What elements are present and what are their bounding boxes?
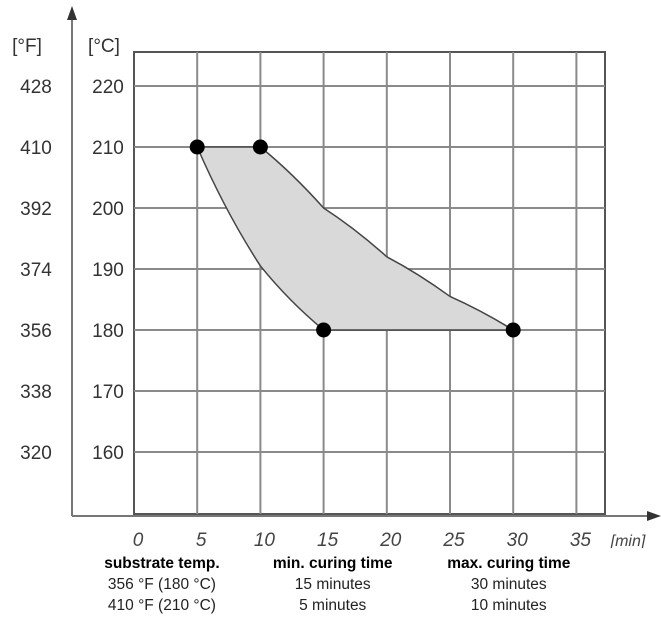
y-tick-label-f: 338 <box>20 382 52 403</box>
y-unit-c: [°C] <box>88 36 120 57</box>
table-row: 356 °F (180 °C) 15 minutes 30 minutes <box>78 574 598 595</box>
header-min-curing-time: min. curing time <box>272 554 393 572</box>
data-points <box>189 139 521 338</box>
tick-labels: 2204282104102003921903741803561703381603… <box>12 36 646 548</box>
y-axis-arrow-icon <box>67 6 77 20</box>
curing-window <box>196 146 516 331</box>
cell-min-time: 15 minutes <box>294 575 371 593</box>
y-tick-label-f: 410 <box>20 138 52 159</box>
x-tick-label: 25 <box>442 530 465 548</box>
table-header-row: substrate temp. min. curing time max. cu… <box>78 553 598 574</box>
x-tick-label: 15 <box>317 530 339 548</box>
cell-temp: 356 °F (180 °C) <box>107 575 216 593</box>
x-unit: [min] <box>610 533 646 548</box>
cell-max-time: 30 minutes <box>470 575 547 593</box>
header-substrate-temp: substrate temp. <box>104 554 220 572</box>
y-unit-f: [°F] <box>12 36 42 57</box>
y-tick-label-f: 428 <box>20 77 52 98</box>
curing-chart: 2204282104102003921903741803561703381603… <box>12 6 661 548</box>
y-tick-label-f: 320 <box>20 443 52 464</box>
cell-min-time: 5 minutes <box>299 596 367 614</box>
plot-frame <box>133 51 606 515</box>
axes <box>67 6 661 521</box>
data-point <box>189 139 205 155</box>
data-point <box>316 322 332 338</box>
curing-time-table: substrate temp. min. curing time max. cu… <box>78 553 598 616</box>
y-tick-label-c: 190 <box>92 260 124 281</box>
x-tick-label: 20 <box>379 530 402 548</box>
cell-temp: 410 °F (210 °C) <box>107 596 216 614</box>
x-tick-label: 10 <box>254 530 276 548</box>
header-max-curing-time: max. curing time <box>447 554 571 572</box>
x-tick-label: 0 <box>133 530 144 548</box>
y-tick-label-c: 220 <box>92 77 124 98</box>
cell-max-time: 10 minutes <box>470 596 547 614</box>
x-axis-arrow-icon <box>647 511 661 521</box>
y-tick-label-f: 374 <box>20 260 52 281</box>
y-tick-label-f: 392 <box>20 199 52 220</box>
table-row: 410 °F (210 °C) 5 minutes 10 minutes <box>78 595 598 616</box>
data-point <box>252 139 268 155</box>
y-tick-label-c: 210 <box>92 138 124 159</box>
curing-window-area <box>196 146 516 331</box>
x-tick-label: 35 <box>570 530 592 548</box>
x-tick-label: 30 <box>507 530 529 548</box>
data-point <box>505 322 521 338</box>
y-tick-label-f: 356 <box>20 321 52 342</box>
y-tick-label-c: 200 <box>92 199 124 220</box>
y-tick-label-c: 160 <box>92 443 124 464</box>
x-tick-label: 5 <box>196 530 207 548</box>
y-tick-label-c: 170 <box>92 382 124 403</box>
y-tick-label-c: 180 <box>92 321 124 342</box>
